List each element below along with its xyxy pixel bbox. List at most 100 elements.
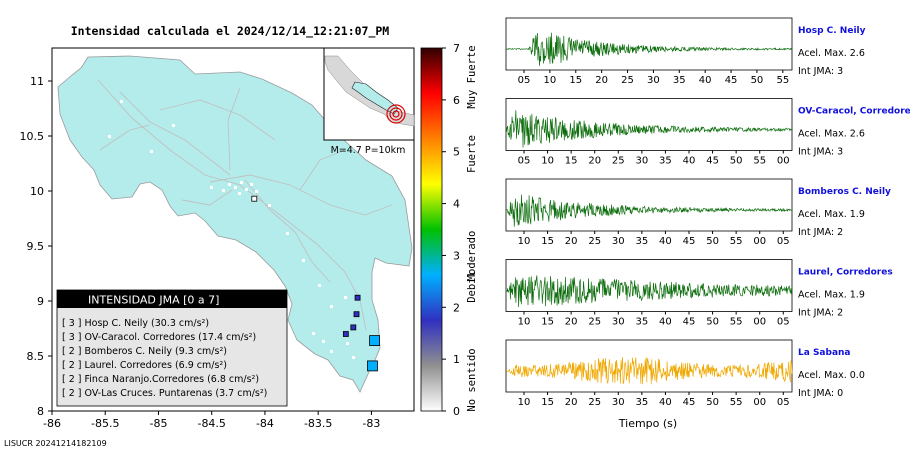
trace-panel: 10 15 20 25 30 35 40 45 50 55 00 05 Laurel, Corredor… (505, 259, 893, 328)
time-tick-label: 25 (621, 75, 634, 86)
colorbar-tick-label: 1 (453, 353, 460, 366)
station-marker (369, 335, 381, 347)
x-tick-label: -86 (43, 417, 61, 430)
intensity-legend: INTENSIDAD JMA [0 a 7] [ 3 ] Hosp C. Nei… (56, 289, 288, 407)
chart-title: Intensidad calculada el 2024/12/14_12:21… (71, 24, 390, 39)
time-tick-label: 10 (541, 156, 554, 167)
station-markers (251, 195, 381, 372)
legend-item: [ 2 ] Laurel. Corredores (6.9 cm/s²) (62, 360, 227, 371)
epicenter-marker (386, 104, 406, 124)
x-tick-label: -84 (256, 417, 274, 430)
inset-label: M=4.7 P=10km (331, 145, 406, 156)
time-tick-label: 40 (659, 397, 672, 408)
time-tick-label: 00 (753, 397, 766, 408)
time-tick-label: 05 (777, 317, 790, 328)
trace-intensity: Int JMA: 0 (798, 388, 843, 399)
colorbar-label: Debil (466, 271, 478, 303)
trace-intensity: Int JMA: 2 (798, 227, 843, 238)
legend-box (56, 289, 288, 407)
colorbar-label: Fuerte (466, 135, 478, 173)
y-tick-label: 11 (30, 75, 44, 88)
x-tick-label: -85.5 (91, 417, 119, 430)
time-tick-label: 10 (518, 397, 531, 408)
time-tick-label: 45 (683, 236, 696, 247)
trace-frame (505, 17, 793, 71)
y-tick-label: 9.5 (27, 240, 45, 253)
time-tick-label: 20 (565, 397, 578, 408)
station-marker (367, 360, 378, 372)
time-tick-label: 20 (565, 317, 578, 328)
time-tick-label: 25 (588, 397, 601, 408)
time-tick-label: 00 (777, 156, 790, 167)
station-marker (353, 311, 360, 318)
time-tick-label: 55 (730, 236, 743, 247)
colorbar-tick-label: 0 (453, 405, 460, 418)
colorbar-tick-label: 3 (453, 249, 460, 262)
colorbar-label: No sentido (466, 348, 478, 411)
time-tick-label: 40 (659, 236, 672, 247)
legend-title: INTENSIDAD JMA [0 a 7] (88, 294, 219, 307)
time-tick-label: 20 (595, 75, 608, 86)
waveform-line (505, 275, 793, 308)
trace-intensity: Int JMA: 3 (798, 66, 843, 77)
time-tick-label: 20 (565, 236, 578, 247)
footer-label: LISUCR 20241214182109 (4, 439, 107, 448)
colorbar-ticks: 0 1 2 3 4 5 6 7 (442, 42, 460, 418)
time-tick-label: 35 (635, 317, 648, 328)
time-tick-label: 50 (706, 397, 719, 408)
time-tick-label: 25 (588, 317, 601, 328)
colorbar-label: Muy Fuerte (466, 45, 478, 108)
time-tick-label: 25 (612, 156, 625, 167)
y-tick-label: 8.5 (27, 350, 45, 363)
trace-accel: Acel. Max. 1.9 (798, 290, 865, 301)
time-tick-label: 45 (706, 156, 719, 167)
trace-intensity: Int JMA: 2 (798, 308, 843, 319)
colorbar-gradient (420, 47, 443, 412)
y-tick-label: 10 (30, 185, 44, 198)
time-tick-label: 20 (588, 156, 601, 167)
legend-item: [ 2 ] Finca Naranjo.Corredores (6.8 cm/s… (62, 374, 259, 385)
x-tick-label: -85 (149, 417, 167, 430)
x-tick-label: -83.5 (304, 417, 332, 430)
waveform-line (505, 356, 793, 385)
waveform-panels: 05 10 15 20 25 30 35 40 45 50 55 Hosp C. Neily Acel.… (505, 17, 910, 408)
time-tick-label: 15 (565, 156, 578, 167)
trace-station-name: Hosp C. Neily (798, 26, 866, 36)
time-axis-label: Tiempo (s) (618, 417, 677, 430)
trace-intensity: Int JMA: 3 (798, 147, 843, 158)
time-tick-label: 30 (612, 317, 625, 328)
waveform-line (505, 194, 793, 227)
time-tick-label: 50 (706, 236, 719, 247)
time-tick-label: 00 (753, 236, 766, 247)
time-tick-label: 05 (777, 397, 790, 408)
time-tick-label: 25 (588, 236, 601, 247)
station-marker (251, 195, 258, 202)
y-tick-label: 8 (37, 405, 44, 418)
station-marker (354, 294, 361, 301)
time-tick-label: 30 (612, 397, 625, 408)
time-tick-label: 50 (730, 156, 743, 167)
legend-item: [ 2 ] Bomberos C. Neily (9.3 cm/s²) (62, 346, 227, 357)
y-tick-label: 9 (37, 295, 44, 308)
time-tick-label: 50 (751, 75, 764, 86)
waveform-line (505, 32, 793, 66)
time-tick-label: 00 (753, 317, 766, 328)
trace-accel: Acel. Max. 0.0 (798, 370, 865, 381)
waveform-line (505, 110, 793, 148)
x-tick-label: -84.5 (197, 417, 225, 430)
trace-accel: Acel. Max. 2.6 (798, 48, 865, 59)
time-tick-label: 10 (544, 75, 557, 86)
time-tick-label: 15 (541, 317, 554, 328)
trace-panel: 05 10 15 20 25 30 35 40 45 50 55 Hosp C. Neily Acel.… (505, 17, 866, 86)
trace-station-name: La Sabana (798, 348, 851, 358)
trace-frame (505, 98, 793, 151)
time-tick-label: 55 (753, 156, 766, 167)
colorbar-tick-label: 4 (453, 198, 460, 211)
time-tick-label: 45 (683, 397, 696, 408)
colorbar: 0 1 2 3 4 5 6 7 No sentido Debil Moderado Fuert… (420, 42, 478, 418)
time-tick-label: 45 (683, 317, 696, 328)
colorbar-tick-label: 2 (453, 301, 460, 314)
time-tick-label: 50 (706, 317, 719, 328)
time-tick-label: 40 (683, 156, 696, 167)
